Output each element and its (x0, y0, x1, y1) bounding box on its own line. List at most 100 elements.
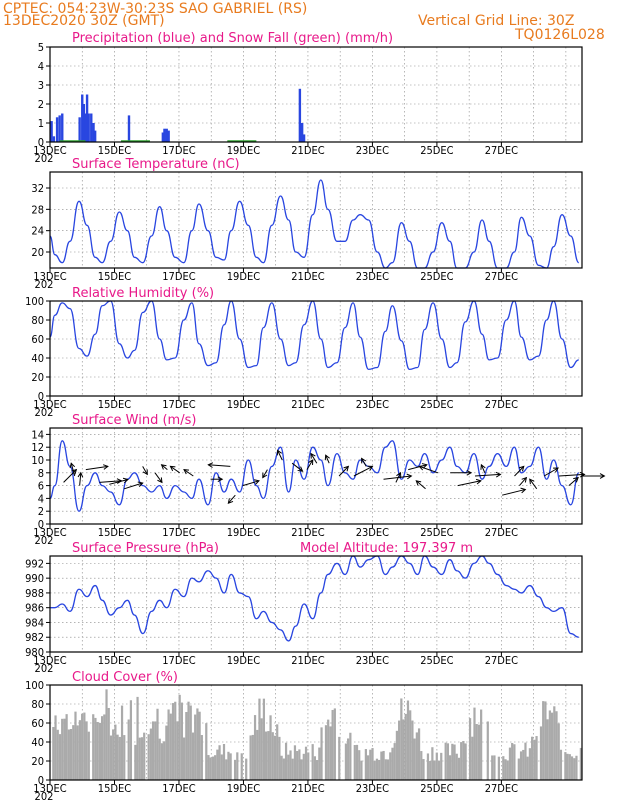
cloud-bar (85, 721, 88, 780)
panel-title: Surface Pressure (hPa) (72, 541, 219, 556)
cloud-bar (460, 742, 463, 780)
y-tick-label: 8 (38, 467, 44, 480)
x-tick-label: 17DEC (162, 144, 195, 157)
cloud-bar (533, 739, 536, 780)
cloud-bar (134, 744, 137, 780)
cloud-bar (265, 731, 268, 780)
y-tick-label: 12 (31, 441, 44, 454)
wind-vector (519, 477, 527, 486)
cloud-bar (194, 714, 197, 780)
precip-bar (58, 115, 61, 142)
cloud-bar (575, 755, 578, 780)
x-tick-label: 19DEC (227, 144, 260, 157)
x-tick-label: 23DEC (356, 270, 389, 283)
cloud-bar (63, 718, 66, 780)
cloud-bar (409, 710, 412, 780)
x-tick-label: 15DEC (98, 526, 131, 539)
y-tick-label: 2 (38, 98, 44, 111)
cloud-bar (307, 752, 310, 780)
cloud-bar (513, 744, 516, 780)
wind-vector-head (521, 476, 528, 483)
x-tick-label: 13DEC (33, 144, 66, 157)
cloud-bar (497, 756, 500, 780)
cloud-bar (276, 724, 279, 780)
x-tick-label: 21DEC (291, 526, 324, 539)
cloud-bar (579, 747, 582, 780)
cloud-bar (355, 744, 359, 780)
precip-bar (92, 123, 95, 142)
cloud-bar (149, 728, 152, 780)
cloud-bar (511, 742, 514, 780)
x-tick-label: 21DEC (291, 782, 324, 795)
cloud-bar (402, 719, 405, 780)
cloud-bar (331, 709, 334, 780)
cloud-bar (393, 743, 396, 780)
y-tick-label: 14 (31, 428, 44, 441)
x-tick-label: 19DEC (227, 782, 260, 795)
cloud-bar (535, 736, 538, 780)
panel-subtitle: Model Altitude: 197.397 m (300, 541, 473, 556)
cloud-bar (564, 752, 567, 780)
wind-vector-head (207, 462, 214, 468)
cloud-bar (477, 724, 481, 780)
cloud-bar (559, 749, 563, 780)
cloud-bar (78, 720, 82, 780)
cloud-bar (185, 711, 188, 780)
cloud-bar (229, 753, 232, 780)
cloud-bar (382, 750, 385, 780)
x-tick-label: 15DEC (98, 654, 131, 667)
y-tick-label: 4 (38, 492, 44, 505)
cloud-bar (187, 701, 190, 780)
precip-bar (161, 132, 165, 142)
wind-vector (310, 453, 318, 464)
cloud-bar (67, 729, 70, 780)
x-tick-label: 21DEC (291, 654, 324, 667)
cloud-bar (522, 749, 525, 780)
wind-vector (415, 480, 426, 490)
cloud-bar (411, 720, 414, 780)
panel-title: Precipitation (blue) and Snow Fall (gree… (72, 31, 393, 46)
cloud-bar (502, 756, 505, 780)
precip-bar (87, 113, 90, 142)
cloud-bar (138, 737, 141, 780)
cloud-bar (136, 696, 139, 780)
wind-vector (291, 462, 303, 472)
y-tick-label: 20 (31, 371, 44, 384)
wind-vector-head (142, 469, 148, 476)
wind-vector (543, 467, 559, 477)
cloud-bar (251, 734, 254, 780)
cloud-bar (225, 759, 228, 780)
cloud-bar (273, 735, 277, 780)
cloud-bar (389, 752, 392, 780)
cloud-bar (127, 719, 130, 780)
cloud-bar (333, 708, 336, 780)
wind-vector (338, 466, 349, 477)
panel-frame (49, 684, 583, 781)
cloud-bar (183, 737, 186, 780)
x-year-stub: 202 (35, 662, 54, 675)
y-tick-label: 40 (31, 736, 44, 749)
pressure-line (49, 555, 579, 642)
cloud-bar (378, 759, 381, 780)
cloud-bar (400, 698, 403, 780)
cloud-bar (386, 759, 390, 780)
y-tick-label: 24 (31, 225, 44, 238)
cloud-bar (271, 732, 274, 780)
cloud-bar (517, 758, 520, 780)
cloud-bar (437, 760, 441, 780)
cloud-bar (506, 760, 509, 780)
x-tick-label: 17DEC (162, 398, 195, 411)
cloud-bar (100, 716, 104, 780)
cloud-bar (74, 711, 77, 780)
header-model: TQ0126L028 (514, 27, 605, 43)
x-tick-label: 13DEC (33, 654, 66, 667)
wind-vector-head (324, 454, 330, 461)
wind-vector (79, 472, 82, 486)
cloud-bar (163, 741, 166, 780)
precip-bar (302, 134, 306, 142)
x-year-stub: 202 (35, 278, 54, 291)
wind-vector (457, 480, 481, 487)
panel-title: Cloud Cover (%) (72, 670, 178, 685)
